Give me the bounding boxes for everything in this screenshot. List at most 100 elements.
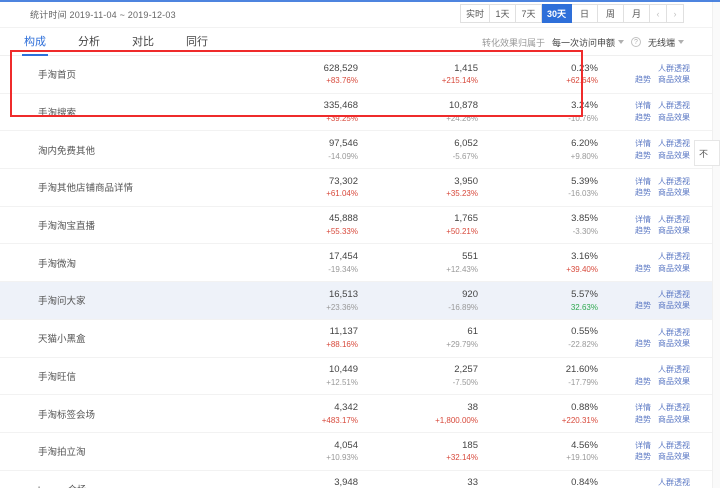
tab-composition[interactable]: 构成	[8, 28, 62, 56]
action-trend-link[interactable]: 趋势	[635, 150, 651, 160]
action-trend-link[interactable]: 趋势	[635, 452, 651, 462]
date-btn-week[interactable]: 周	[598, 4, 624, 23]
action-trend-link[interactable]: 趋势	[635, 414, 651, 424]
action-crowd-link[interactable]: 人群透视	[658, 101, 690, 111]
action-detail-link[interactable]: 详情	[635, 402, 651, 412]
date-btn-day[interactable]: 日	[572, 4, 598, 23]
row-action-line2: 趋势 商品效果	[610, 376, 690, 388]
right-scroll-gutter[interactable]	[712, 0, 720, 488]
action-goods-link[interactable]: 商品效果	[658, 226, 690, 236]
action-trend-link[interactable]: 趋势	[635, 188, 651, 198]
table-row[interactable]: 手淘其他店铺商品详情 73,302 +61.04% 3,950 +35.23% …	[0, 169, 720, 207]
action-crowd-link[interactable]: 人群透视	[658, 289, 690, 299]
row-visitors-value: 3,948	[334, 477, 358, 488]
stat-period-label: 统计时间	[30, 10, 67, 20]
table-row[interactable]: 手淘标签会场 4,342 +483.17% 38 +1,800.00% 0.88…	[0, 395, 720, 433]
date-btn-month[interactable]: 月	[624, 4, 650, 23]
action-crowd-link[interactable]: 人群透视	[658, 402, 690, 412]
table-row[interactable]: 手淘问大家 16,513 +23.36% 920 -16.89% 5.57% 3…	[0, 282, 720, 320]
table-row[interactable]: 手淘搜索 335,468 +39.25% 10,878 +24.26% 3.24…	[0, 93, 720, 132]
row-rate-delta: +9.80%	[570, 151, 598, 161]
action-trend-link[interactable]: 趋势	[635, 75, 651, 85]
action-detail-link[interactable]: 详情	[635, 101, 651, 111]
device-scope-select[interactable]: 无线端	[648, 36, 684, 49]
tab-compare[interactable]: 对比	[132, 36, 154, 48]
row-buyers-cell: 38 +1,800.00%	[370, 401, 490, 426]
action-goods-link[interactable]: 商品效果	[658, 113, 690, 123]
row-action-line2: 趋势 商品效果	[610, 338, 690, 350]
action-crowd-link[interactable]: 人群透视	[658, 176, 690, 186]
action-crowd-link[interactable]: 人群透视	[658, 252, 690, 262]
action-trend-link[interactable]: 趋势	[635, 376, 651, 386]
row-visitors-delta: -14.09%	[328, 151, 358, 161]
action-trend-link[interactable]: 趋势	[635, 113, 651, 123]
action-crowd-link[interactable]: 人群透视	[658, 440, 690, 450]
row-visitors-cell: 17,454 -19.34%	[250, 250, 370, 275]
date-range-switch[interactable]: 实时 1天 7天 30天 日 周 月 ‹ ›	[459, 4, 684, 23]
row-buyers-value: 1,415	[454, 62, 478, 74]
action-trend-link[interactable]: 趋势	[635, 301, 651, 311]
action-detail-link[interactable]: 详情	[635, 139, 651, 149]
row-rate-delta: +19.10%	[566, 453, 598, 463]
row-actions: 详情人群透视 趋势商品效果	[610, 100, 720, 123]
action-trend-link[interactable]: 趋势	[635, 226, 651, 236]
table-row[interactable]: 淘内免费其他 97,546 -14.09% 6,052 -5.67% 6.20%…	[0, 131, 720, 170]
next-period-icon[interactable]: ›	[667, 4, 684, 23]
row-rate-delta: +220.31%	[561, 415, 598, 425]
row-action-line2: 趋势 商品效果	[610, 300, 690, 312]
action-crowd-link[interactable]: 人群透视	[658, 63, 690, 73]
date-btn-1day[interactable]: 1天	[489, 4, 516, 23]
action-goods-link[interactable]: 商品效果	[658, 150, 690, 160]
date-btn-7day[interactable]: 7天	[515, 4, 542, 23]
table-row[interactable]: 手淘旺信 10,449 +12.51% 2,257 -7.50% 21.60% …	[0, 357, 720, 396]
action-crowd-link[interactable]: 人群透视	[658, 478, 690, 488]
table-row[interactable]: 手淘微淘 17,454 -19.34% 551 +12.43% 3.16% +3…	[0, 244, 720, 283]
tab-analysis[interactable]: 分析	[78, 36, 100, 48]
row-buyers-cell: 1,415 +215.14%	[370, 62, 490, 87]
row-rate-cell: 5.57% 32.63%	[490, 288, 610, 313]
help-icon[interactable]: ?	[630, 37, 641, 47]
action-goods-link[interactable]: 商品效果	[658, 301, 690, 311]
action-goods-link[interactable]: 商品效果	[658, 188, 690, 198]
date-btn-30day[interactable]: 30天	[541, 4, 572, 23]
action-goods-link[interactable]: 商品效果	[658, 339, 690, 349]
action-detail-link[interactable]: 详情	[635, 440, 651, 450]
action-trend-link[interactable]: 趋势	[635, 263, 651, 273]
action-crowd-link[interactable]: 人群透视	[658, 214, 690, 224]
table-row[interactable]: 手淘首页 628,529 +83.76% 1,415 +215.14% 0.23…	[0, 56, 720, 94]
row-buyers-value: 10,878	[448, 100, 478, 112]
action-goods-link[interactable]: 商品效果	[658, 376, 690, 386]
action-goods-link[interactable]: 商品效果	[658, 75, 690, 85]
tab-peers[interactable]: 同行	[186, 36, 208, 48]
row-visitors-cell: 3,948 +95.54%	[250, 476, 370, 488]
action-crowd-link[interactable]: 人群透视	[658, 327, 690, 337]
action-trend-link[interactable]: 趋势	[635, 339, 651, 349]
row-buyers-delta: +215.14%	[441, 76, 478, 86]
table-row[interactable]: 手淘淘宝直播 45,888 +55.33% 1,765 +50.21% 3.85…	[0, 206, 720, 245]
row-action-line1: 详情人群透视	[610, 402, 690, 414]
action-goods-link[interactable]: 商品效果	[658, 452, 690, 462]
action-detail-link[interactable]: 详情	[635, 214, 651, 224]
row-visitors-cell: 335,468 +39.25%	[250, 99, 370, 124]
table-row[interactable]: 天猫小黑盒 11,137 +88.16% 61 +29.79% 0.55% -2…	[0, 319, 720, 358]
action-crowd-link[interactable]: 人群透视	[658, 365, 690, 375]
row-buyers-cell: 6,052 -5.67%	[370, 137, 490, 162]
row-rate-value: 0.84%	[571, 477, 598, 488]
conversion-attribution-select[interactable]: 每一次访问申额	[552, 36, 624, 49]
prev-period-icon[interactable]: ‹	[650, 4, 667, 23]
row-rate-delta: -3.30%	[572, 227, 598, 237]
action-goods-link[interactable]: 商品效果	[658, 414, 690, 424]
table-row[interactable]: 手淘拍立淘 4,054 +10.93% 185 +32.14% 4.56% +1…	[0, 432, 720, 471]
traffic-source-table: 手淘首页 628,529 +83.76% 1,415 +215.14% 0.23…	[0, 56, 720, 488]
row-rate-value: 5.39%	[571, 175, 598, 187]
action-goods-link[interactable]: 商品效果	[658, 263, 690, 273]
action-detail-link[interactable]: 详情	[635, 176, 651, 186]
row-buyers-cell: 61 +29.79%	[370, 325, 490, 350]
action-crowd-link[interactable]: 人群透视	[658, 139, 690, 149]
table-row[interactable]: banner会场 3,948 +95.54% 33 +312.50% 0.84%…	[0, 470, 720, 488]
date-btn-realtime[interactable]: 实时	[459, 4, 490, 23]
